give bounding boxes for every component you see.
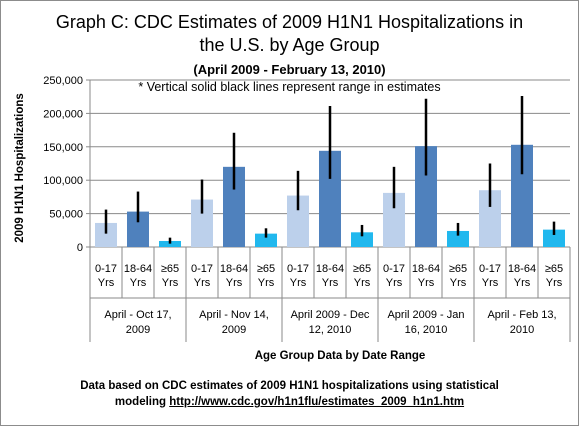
date-range-label: April - Feb 13, 2010: [487, 309, 556, 336]
y-tick-label: 200,000: [43, 108, 83, 120]
chart-title-line-2: the U.S. by Age Group: [199, 35, 380, 55]
chart-subtitle: (April 2009 - February 13, 2010): [193, 62, 386, 77]
category-label: 0-17 Yrs: [95, 263, 117, 289]
footnote-prefix: modeling: [114, 396, 170, 408]
category-label: ≥65 Yrs: [545, 263, 563, 289]
bar: [223, 166, 245, 247]
y-tick-label: 100,000: [43, 175, 83, 187]
bar: [351, 232, 373, 247]
date-range-label: April 2009 - Dec 12, 2010: [291, 309, 370, 336]
bar: [95, 222, 117, 247]
category-label: 18-64 Yrs: [412, 263, 440, 289]
x-axis-label: Age Group Data by Date Range: [254, 350, 426, 362]
range-note: * Vertical solid black lines represent r…: [138, 80, 441, 94]
chart-title-line-1: Graph C: CDC Estimates of 2009 H1N1 Hosp…: [55, 12, 524, 32]
bar: [287, 195, 309, 247]
date-range-label: April - Oct 17, 2009: [104, 309, 171, 336]
category-label: 0-17 Yrs: [287, 263, 309, 289]
source-link[interactable]: http://www.cdc.gov/h1n1flu/estimates_200…: [169, 396, 465, 408]
bar: [319, 150, 341, 247]
bar: [415, 146, 437, 247]
bar: [191, 199, 213, 247]
source-footnote: Data based on CDC estimates of 2009 H1N1…: [0, 378, 579, 410]
category-label: 0-17 Yrs: [191, 263, 213, 289]
bar: [255, 233, 277, 247]
bar: [127, 211, 149, 247]
category-label: 18-64 Yrs: [220, 263, 248, 289]
category-label: 18-64 Yrs: [508, 263, 536, 289]
bar: [383, 192, 405, 247]
bar: [479, 190, 501, 247]
category-label: ≥65 Yrs: [449, 263, 467, 289]
bar: [447, 230, 469, 247]
category-label: 0-17 Yrs: [383, 263, 405, 289]
y-tick-label: 150,000: [43, 142, 83, 154]
category-label: 0-17 Yrs: [479, 263, 501, 289]
category-label: 18-64 Yrs: [124, 263, 152, 289]
category-label: ≥65 Yrs: [353, 263, 371, 289]
bar: [543, 229, 565, 247]
category-label: 18-64 Yrs: [316, 263, 344, 289]
y-tick-label: 50,000: [49, 209, 83, 221]
date-range-label: April 2009 - Jan 16, 2010: [387, 309, 464, 336]
date-range-label: April - Nov 14, 2009: [199, 309, 269, 336]
category-label: ≥65 Yrs: [257, 263, 275, 289]
y-tick-label: 250,000: [43, 75, 83, 87]
footnote-line-2: modeling http://www.cdc.gov/h1n1flu/esti…: [0, 394, 579, 410]
bar: [511, 144, 533, 247]
y-tick-label: 0: [77, 242, 83, 254]
bar: [159, 240, 181, 247]
footnote-line-1: Data based on CDC estimates of 2009 H1N1…: [80, 380, 499, 392]
category-label: ≥65 Yrs: [161, 263, 179, 289]
